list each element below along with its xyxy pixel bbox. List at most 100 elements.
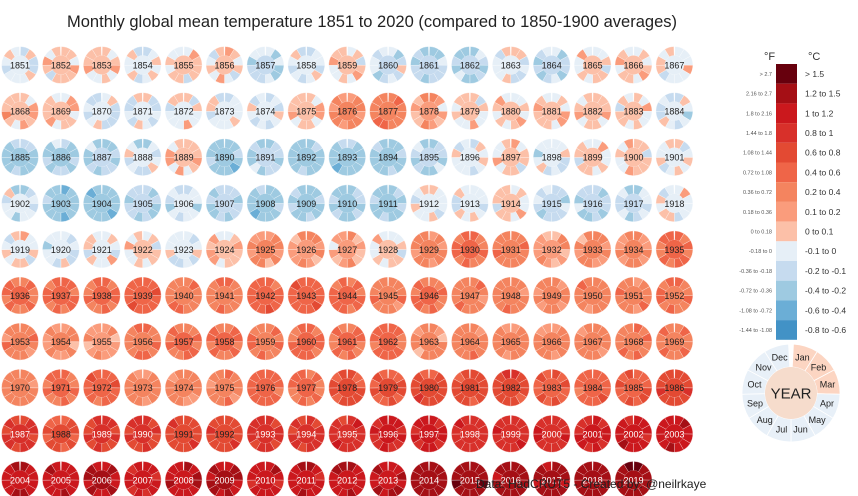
year-center — [296, 239, 316, 259]
year-label: 1873 — [214, 107, 234, 117]
year-label: 1970 — [10, 383, 30, 393]
legend-label-f: 1.44 to 1.8 — [746, 131, 772, 137]
legend-label-f: -0.72 to -0.36 — [739, 289, 772, 295]
year-wheel-1909: 1909 — [287, 184, 325, 222]
year-wheel-1959: 1959 — [246, 322, 285, 361]
year-wheel-1968: 1968 — [614, 322, 653, 361]
year-label: 1875 — [296, 107, 316, 117]
year-wheel-1992: 1992 — [205, 415, 244, 453]
year-wheel-1892: 1892 — [287, 138, 325, 176]
year-label: 1889 — [174, 153, 194, 163]
year-center — [174, 239, 194, 259]
year-wheel-1940: 1940 — [164, 276, 203, 315]
year-wheel-1982: 1982 — [492, 369, 530, 407]
year-wheel-1990: 1990 — [124, 415, 162, 453]
year-label: 1923 — [174, 245, 194, 255]
legend-label-c: 1.2 to 1.5 — [805, 89, 841, 99]
year-wheel-1885: 1885 — [1, 138, 39, 176]
year-wheel-1898: 1898 — [533, 138, 571, 176]
year-label: 1968 — [623, 337, 643, 347]
year-wheel-1920: 1920 — [42, 230, 80, 269]
legend-label-f: 0 to 0.18 — [751, 229, 772, 235]
year-label: 1876 — [337, 107, 357, 117]
year-label: 1932 — [542, 245, 562, 255]
year-label: 1978 — [337, 383, 357, 393]
year-label: 1921 — [92, 245, 112, 255]
legend-swatch — [776, 241, 797, 261]
year-center — [133, 147, 153, 167]
year-center — [378, 101, 398, 121]
year-center — [419, 286, 439, 305]
year-center — [419, 101, 439, 121]
legend-label-f: -1.08 to -0.72 — [739, 308, 772, 314]
legend-label-c: -0.4 to -0.2 — [805, 286, 846, 296]
year-label: 1944 — [337, 291, 357, 301]
year-wheel-1883: 1883 — [614, 92, 653, 130]
year-center — [92, 239, 112, 259]
year-label: 1991 — [174, 429, 194, 439]
year-label: 1896 — [460, 153, 480, 163]
year-label: 1894 — [378, 153, 398, 163]
year-wheel-1869: 1869 — [42, 92, 80, 130]
year-wheel-1867: 1867 — [655, 46, 694, 84]
year-label: 1984 — [583, 383, 603, 393]
year-wheel-1872: 1872 — [164, 92, 203, 130]
year-center — [10, 193, 30, 213]
year-label: 2002 — [623, 429, 643, 439]
year-wheel-1964: 1964 — [451, 322, 489, 361]
year-wheel-1876: 1876 — [328, 92, 366, 130]
year-center — [419, 193, 439, 213]
year-center — [51, 239, 71, 259]
year-wheel-1900: 1900 — [614, 138, 653, 176]
year-label: 1969 — [664, 337, 684, 347]
year-label: 1897 — [501, 153, 521, 163]
year-wheel-1958: 1958 — [205, 322, 244, 361]
year-center — [664, 147, 684, 167]
year-center — [174, 286, 194, 305]
year-label: 1931 — [501, 245, 521, 255]
year-wheel-1915: 1915 — [533, 184, 571, 222]
year-wheel-1934: 1934 — [614, 230, 653, 269]
year-center — [10, 147, 30, 167]
key-month-label: Feb — [811, 362, 827, 372]
year-wheel-1899: 1899 — [573, 138, 612, 176]
year-center — [296, 286, 316, 305]
year-label: 1982 — [501, 383, 521, 393]
year-label: 1854 — [133, 61, 153, 71]
year-wheel-1859: 1859 — [328, 46, 366, 84]
year-center — [92, 55, 112, 75]
year-wheel-1981: 1981 — [451, 369, 489, 407]
year-wheel-2006: 2006 — [83, 461, 121, 496]
year-center — [583, 286, 603, 305]
year-center — [664, 101, 684, 121]
year-wheel-1865: 1865 — [573, 46, 612, 84]
year-label: 1939 — [133, 291, 153, 301]
year-wheel-1901: 1901 — [655, 138, 694, 176]
legend-swatch — [776, 162, 797, 183]
year-center — [583, 147, 603, 167]
year-label: 1910 — [337, 199, 357, 209]
year-label: 1925 — [255, 245, 275, 255]
year-label: 1958 — [214, 337, 234, 347]
year-wheel-2007: 2007 — [124, 461, 162, 496]
year-wheel-1916: 1916 — [573, 184, 612, 222]
year-wheel-1853: 1853 — [83, 46, 121, 84]
year-label: 1974 — [174, 383, 194, 393]
year-label: 1906 — [174, 199, 194, 209]
year-center — [296, 101, 316, 121]
year-wheel-1902: 1902 — [1, 184, 39, 222]
year-center — [501, 239, 521, 259]
year-label: 1893 — [337, 153, 357, 163]
year-label: 1943 — [296, 291, 316, 301]
year-center — [255, 332, 275, 352]
year-wheel-1954: 1954 — [42, 322, 80, 361]
legend-label-f: > 2.7 — [760, 72, 772, 78]
year-center — [337, 55, 357, 75]
legend-label-c: -0.2 to -0.1 — [805, 266, 846, 276]
year-wheel-1851: 1851 — [1, 46, 39, 84]
year-label: 1960 — [296, 337, 316, 347]
year-center — [255, 239, 275, 259]
year-center — [296, 147, 316, 167]
year-center — [10, 55, 30, 75]
year-center — [664, 286, 684, 305]
